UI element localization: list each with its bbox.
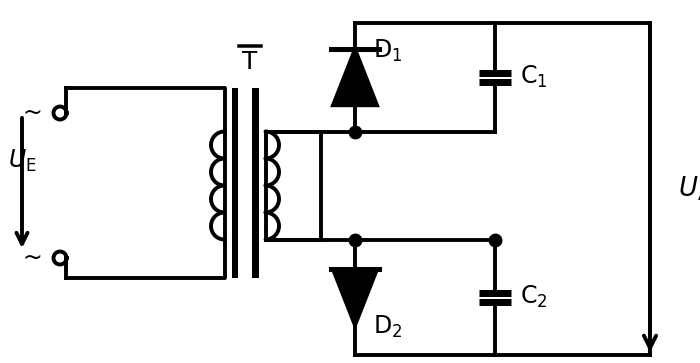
Text: ~: ~ — [22, 246, 42, 270]
Text: ~: ~ — [22, 101, 42, 125]
Text: D$_2$: D$_2$ — [373, 314, 402, 340]
Polygon shape — [333, 269, 377, 325]
Text: $\mathsf{T}$: $\mathsf{T}$ — [241, 50, 258, 74]
FancyBboxPatch shape — [251, 88, 258, 278]
Text: $U_{\mathrm{A}}$: $U_{\mathrm{A}}$ — [678, 175, 700, 203]
Polygon shape — [333, 49, 377, 105]
Text: $U_{\mathrm{E}}$: $U_{\mathrm{E}}$ — [8, 147, 36, 174]
Text: C$_1$: C$_1$ — [520, 64, 547, 90]
FancyBboxPatch shape — [232, 88, 239, 278]
Text: D$_1$: D$_1$ — [373, 38, 402, 64]
Text: C$_2$: C$_2$ — [520, 284, 547, 310]
